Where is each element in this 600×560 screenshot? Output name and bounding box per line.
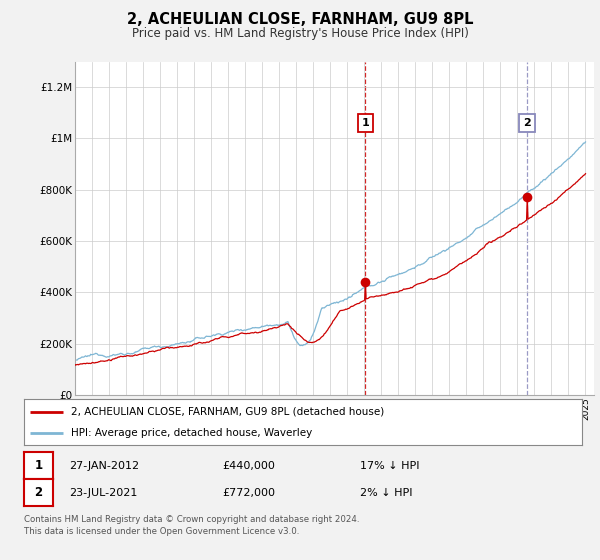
Text: This data is licensed under the Open Government Licence v3.0.: This data is licensed under the Open Gov… bbox=[24, 528, 299, 536]
Text: 2: 2 bbox=[34, 486, 43, 500]
Text: Contains HM Land Registry data © Crown copyright and database right 2024.: Contains HM Land Registry data © Crown c… bbox=[24, 515, 359, 524]
Text: HPI: Average price, detached house, Waverley: HPI: Average price, detached house, Wave… bbox=[71, 428, 313, 438]
Text: 1: 1 bbox=[362, 118, 370, 128]
Text: 23-JUL-2021: 23-JUL-2021 bbox=[69, 488, 137, 498]
Text: 2: 2 bbox=[523, 118, 531, 128]
Text: 1: 1 bbox=[34, 459, 43, 473]
Text: 2, ACHEULIAN CLOSE, FARNHAM, GU9 8PL: 2, ACHEULIAN CLOSE, FARNHAM, GU9 8PL bbox=[127, 12, 473, 27]
Text: 2% ↓ HPI: 2% ↓ HPI bbox=[360, 488, 413, 498]
Text: 17% ↓ HPI: 17% ↓ HPI bbox=[360, 461, 419, 471]
Text: £440,000: £440,000 bbox=[222, 461, 275, 471]
Text: Price paid vs. HM Land Registry's House Price Index (HPI): Price paid vs. HM Land Registry's House … bbox=[131, 27, 469, 40]
Text: £772,000: £772,000 bbox=[222, 488, 275, 498]
Text: 27-JAN-2012: 27-JAN-2012 bbox=[69, 461, 139, 471]
Text: 2, ACHEULIAN CLOSE, FARNHAM, GU9 8PL (detached house): 2, ACHEULIAN CLOSE, FARNHAM, GU9 8PL (de… bbox=[71, 407, 385, 417]
